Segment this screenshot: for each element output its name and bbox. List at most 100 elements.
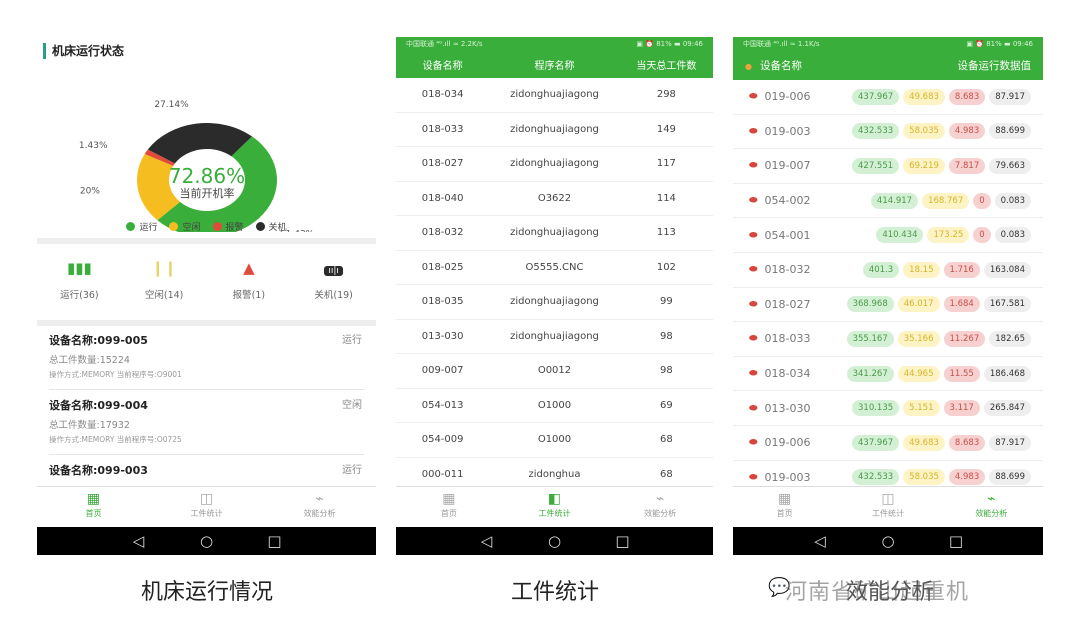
donut-slice-3[interactable] <box>147 123 252 164</box>
list-item[interactable]: ⬬ 019-007 427.551 69.219 7.817 79.663 <box>733 149 1043 184</box>
donut-slice-2[interactable] <box>144 149 175 166</box>
list-item[interactable]: ⬬ 019-006 437.967 49.683 8.683 87.917 <box>733 80 1043 115</box>
legend-idle[interactable]: 空闲 <box>169 220 201 233</box>
list-header: ● 设备名称 设备运行数据值 <box>733 50 1043 80</box>
cell-device: 018-032 <box>421 227 464 239</box>
recents-icon[interactable]: □ <box>267 532 282 550</box>
bottom-tab-bar: ▦ 首页 ◫ 工件统计 ⌁ 效能分析 <box>733 486 1043 527</box>
device-name: 019-007 <box>764 159 811 173</box>
table-row[interactable]: 009-007 O0012 98 <box>396 354 713 389</box>
run-value-chip: 355.167 <box>846 330 894 347</box>
donut-slice-1[interactable] <box>137 153 181 221</box>
list-item[interactable]: ⬬ 018-032 401.3 18.15 1.716 163.084 <box>733 253 1043 288</box>
alarm-value-chip: 8.683 <box>948 434 986 451</box>
off-value-chip: 87.917 <box>989 434 1031 451</box>
run-value-chip: 341.267 <box>846 365 894 382</box>
table-row[interactable]: 018-035 zidonghuajiagong 99 <box>396 285 713 320</box>
stat-alarm[interactable]: ▲ 报警(1) <box>207 257 292 301</box>
list-item[interactable]: ⬬ 013-030 310.135 5.151 3.117 265.847 <box>733 391 1043 426</box>
legend-dot <box>169 222 179 231</box>
list-item[interactable]: ⬬ 018-033 355.167 35.166 11.267 182.65 <box>733 322 1043 357</box>
tab-efficiency[interactable]: ⌁ 效能分析 <box>607 487 713 527</box>
table-row[interactable]: 013-030 zidonghuajiagong 98 <box>396 320 713 354</box>
tab-home[interactable]: ▦ 首页 <box>37 487 150 527</box>
tab-home[interactable]: ▦ 首页 <box>733 487 836 527</box>
list-item[interactable]: ⬬ 018-027 368.968 46.017 1.684 167.581 <box>733 288 1043 323</box>
cell-program: zidonghua <box>528 468 581 480</box>
device-name: 018-033 <box>764 332 811 346</box>
tab-efficiency[interactable]: ⌁ 效能分析 <box>263 487 376 527</box>
tab-workpiece-stats[interactable]: ◧ 工件统计 <box>502 487 608 527</box>
tab-workpiece-stats[interactable]: ◫ 工件统计 <box>836 487 939 527</box>
legend-alarm[interactable]: 报警 <box>212 220 244 233</box>
table-row[interactable]: 018-040 O3622 114 <box>396 182 713 216</box>
list-item[interactable]: ⬬ 054-002 414.917 168.767 0 0.083 <box>733 184 1043 219</box>
legend-running[interactable]: 运行 <box>126 220 157 233</box>
table-row[interactable]: 018-034 zidonghuajiagong 298 <box>396 78 713 113</box>
list-item[interactable]: ⬬ 019-006 437.967 49.683 8.683 87.917 <box>733 426 1043 461</box>
back-icon[interactable]: ◁ <box>814 532 826 550</box>
tab-home[interactable]: ▦ 首页 <box>396 487 502 527</box>
table-row[interactable]: 018-032 zidonghuajiagong 113 <box>396 216 713 251</box>
cell-count: 69 <box>660 399 673 411</box>
stat-idle[interactable]: ❙❙ 空闲(14) <box>122 257 207 301</box>
home-icon[interactable]: ○ <box>881 532 895 550</box>
col-count[interactable]: 当天总工件数 <box>636 60 697 72</box>
off-value-chip: 0.083 <box>994 192 1031 209</box>
slice-label: 1.43% <box>79 141 108 151</box>
legend-off[interactable]: 关机 <box>255 220 287 233</box>
idle-value-chip: 49.683 <box>903 434 945 451</box>
run-value-chip: 401.3 <box>862 261 900 278</box>
idle-value-chip: 69.219 <box>903 157 945 174</box>
run-value-chip: 414.917 <box>870 192 919 209</box>
device-name: 054-001 <box>764 228 811 242</box>
alarm-value-chip: 1.684 <box>943 296 980 313</box>
table-icon: ◫ <box>199 491 214 507</box>
col-program[interactable]: 程序名称 <box>534 60 575 72</box>
bottom-tab-bar: ▦ 首页 ◧ 工件统计 ⌁ 效能分析 <box>396 486 713 527</box>
cell-count: 149 <box>656 123 676 135</box>
recents-icon[interactable]: □ <box>615 532 630 550</box>
cell-device: 018-027 <box>421 158 464 170</box>
home-icon[interactable]: ○ <box>199 532 214 550</box>
header: 中国联通 ⁴ᴳ.ıll ≈ 2.2K/s ▣ ⏰ 81% ▬ 09:46 设备名称… <box>396 37 713 78</box>
back-icon[interactable]: ◁ <box>132 532 145 550</box>
table-row[interactable]: 054-013 O1000 69 <box>396 389 713 423</box>
device-card[interactable]: 设备名称:099-003 运行 <box>49 464 362 477</box>
cell-device: 018-040 <box>421 192 464 204</box>
device-card[interactable]: 设备名称:099-005 运行 总工件数量:15224 操作方式:MEMORY 当前程… <box>49 326 364 390</box>
donut-slice-0[interactable] <box>157 136 277 232</box>
idle-value-chip: 173.25 <box>927 227 970 244</box>
run-value-chip: 437.967 <box>852 434 900 451</box>
table-row[interactable]: 018-033 zidonghuajiagong 149 <box>396 113 713 147</box>
android-nav-bar: ◁ ○ □ <box>396 527 713 555</box>
home-icon[interactable]: ○ <box>547 532 562 550</box>
col-device[interactable]: 设备名称 <box>422 60 463 72</box>
cell-device: 018-035 <box>421 296 464 308</box>
device-card[interactable]: 设备名称:099-004 空闲 总工件数量:17932 操作方式:MEMORY 当前程… <box>49 391 364 455</box>
list-item[interactable]: ⬬ 018-034 341.267 44.965 11.55 186.468 <box>733 357 1043 392</box>
recents-icon[interactable]: □ <box>948 532 964 550</box>
tab-workpiece-stats[interactable]: ◫ 工件统计 <box>150 487 263 527</box>
run-value-chip: 310.135 <box>852 400 900 417</box>
list-item[interactable]: ⬬ 054-001 410.434 173.25 0 0.083 <box>733 218 1043 253</box>
stat-off[interactable]: ıı|ı 关机(19) <box>291 257 376 301</box>
cell-device: 018-033 <box>421 123 464 135</box>
table-row[interactable]: 018-027 zidonghuajiagong 117 <box>396 147 713 182</box>
off-value-chip: 88.699 <box>989 123 1031 140</box>
status-donut-chart: 51.43% 20% 1.43% 27.14% 72.86%当前开机率 <box>79 100 315 232</box>
cell-program: zidonghuajiagong <box>510 123 599 135</box>
cell-count: 114 <box>656 192 676 204</box>
tab-efficiency[interactable]: ⌁ 效能分析 <box>940 487 1043 527</box>
stat-running[interactable]: ▮▮▮ 运行(36) <box>37 257 122 301</box>
alarm-value-chip: 7.817 <box>948 157 986 174</box>
status-bar: 中国联通 ⁴ᴳ.ıll ≈ 2.2K/s ▣ ⏰ 81% ▬ 09:46 <box>406 39 703 48</box>
device-name: 019-003 <box>764 470 811 484</box>
off-value-chip: 88.699 <box>989 469 1031 486</box>
table-row[interactable]: 054-009 O1000 68 <box>396 423 713 458</box>
cell-count: 68 <box>660 468 673 480</box>
back-icon[interactable]: ◁ <box>480 532 493 550</box>
section-title: 机床运行状态 <box>43 43 124 59</box>
list-item[interactable]: ⬬ 019-003 432.533 58.035 4.983 88.699 <box>733 115 1043 150</box>
table-row[interactable]: 018-025 O5555.CNC 102 <box>396 251 713 285</box>
